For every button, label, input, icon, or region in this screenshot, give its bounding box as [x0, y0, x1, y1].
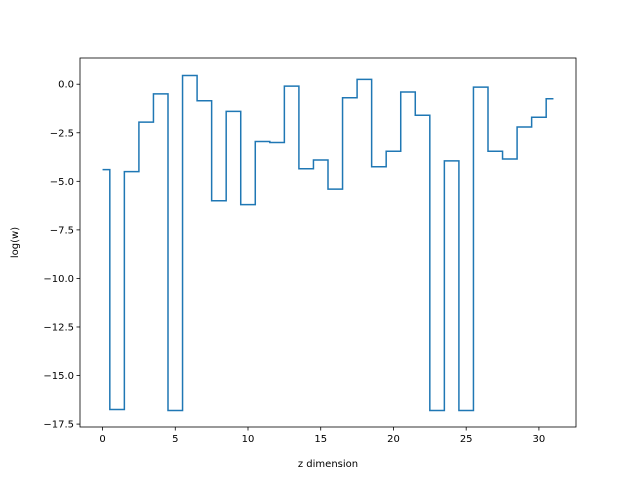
- x-tick-label: 15: [314, 434, 327, 445]
- x-tick-label: 25: [460, 434, 473, 445]
- y-tick-label: 0.0: [58, 80, 74, 91]
- y-axis-label: log(w): [10, 227, 21, 258]
- y-tick-label: −17.5: [43, 420, 74, 431]
- y-axis-ticks: 0.0 −2.5 −5.0 −7.5 −10.0 −12.5 −15.0 −17.5: [43, 80, 80, 431]
- x-axis-label: z dimension: [298, 459, 358, 470]
- x-tick-label: 30: [533, 434, 546, 445]
- x-tick-label: 20: [387, 434, 400, 445]
- x-tick-label: 0: [99, 434, 105, 445]
- y-tick-label: −7.5: [50, 225, 74, 236]
- series-line: [102, 74, 554, 412]
- y-tick-label: −2.5: [50, 128, 74, 139]
- x-tick-label: 10: [242, 434, 255, 445]
- y-tick-label: −12.5: [43, 322, 74, 333]
- y-tick-label: −10.0: [43, 274, 74, 285]
- y-tick-label: −5.0: [50, 177, 74, 188]
- axes-frame: [79, 57, 577, 428]
- y-tick-label: −15.0: [43, 371, 74, 382]
- plot-area: [102, 74, 554, 412]
- x-axis-ticks: 0 5 10 15 20 25 30: [99, 427, 545, 445]
- x-tick-label: 5: [172, 434, 178, 445]
